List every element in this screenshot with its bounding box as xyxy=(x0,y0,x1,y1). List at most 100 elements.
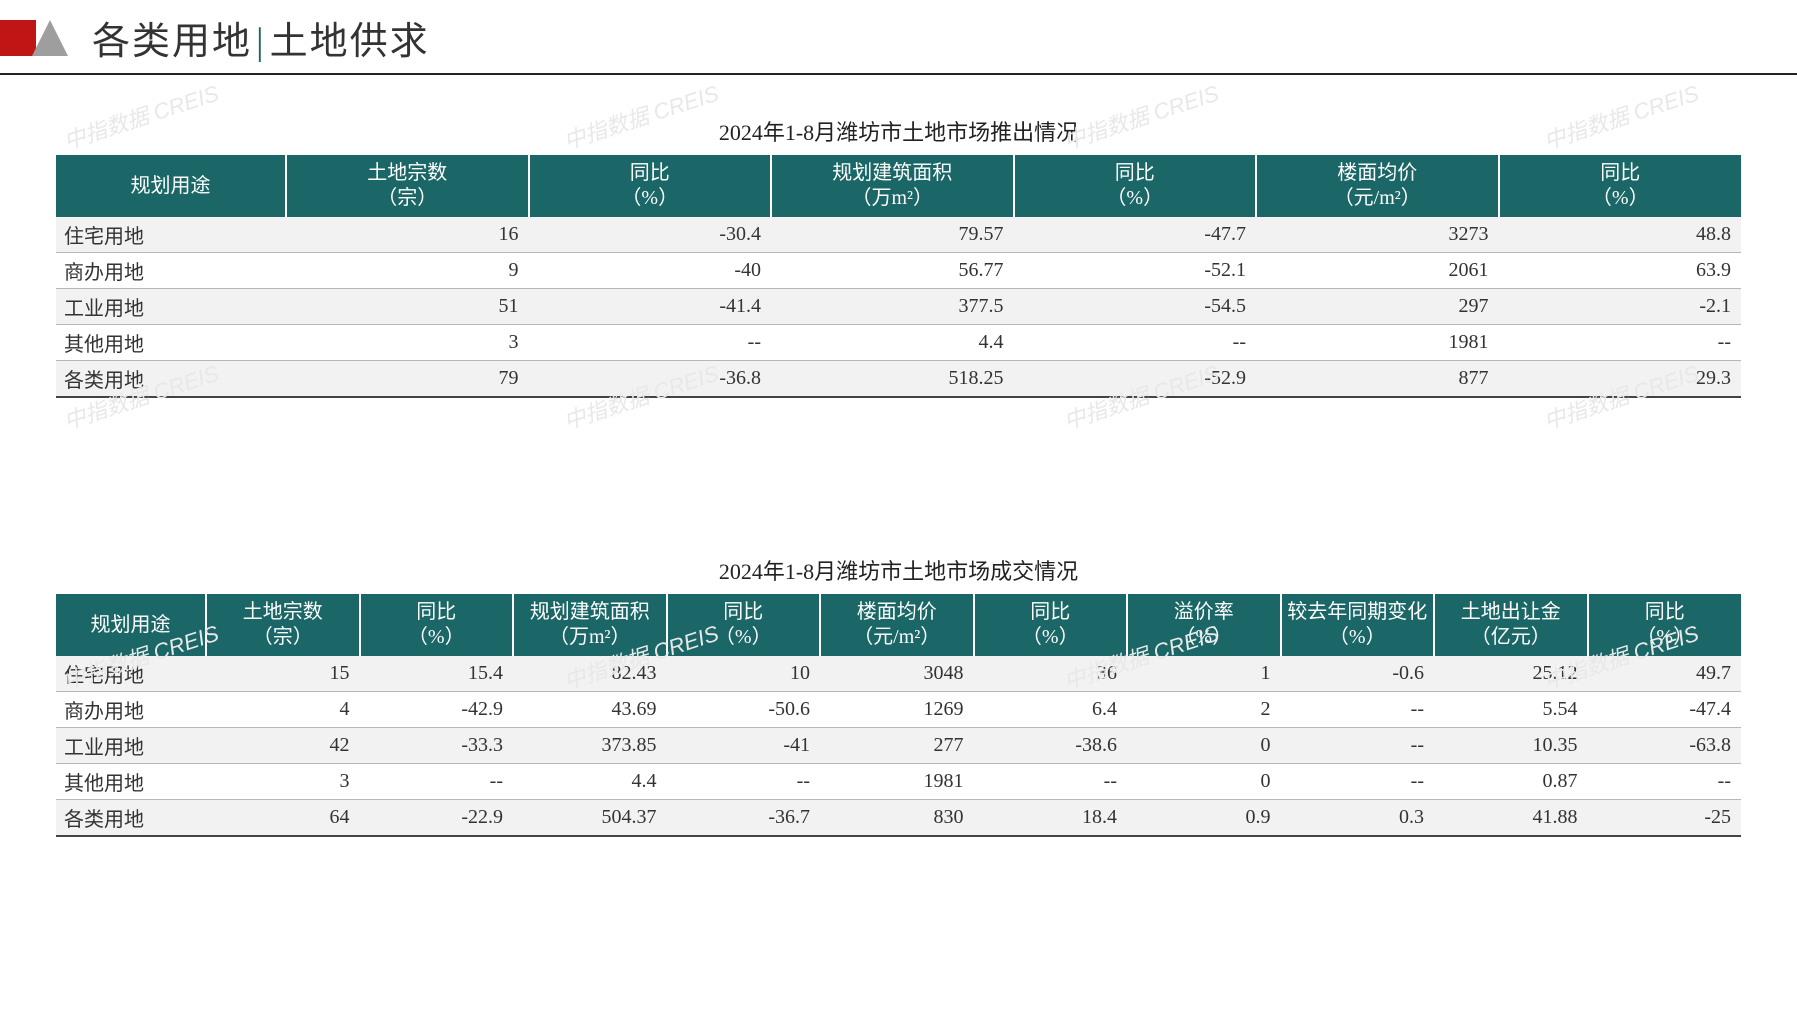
column-header: 土地出让金（亿元） xyxy=(1434,594,1588,656)
table-row: 其他用地3--4.4--1981-- xyxy=(56,325,1741,361)
column-header: 同比（%） xyxy=(1588,594,1742,656)
column-header: 楼面均价（元/m²） xyxy=(820,594,974,656)
supply-table-block: 2024年1-8月潍坊市土地市场推出情况 规划用途土地宗数（宗）同比（%）规划建… xyxy=(56,115,1741,398)
cell-value: 0.3 xyxy=(1281,800,1435,837)
cell-value: -- xyxy=(1281,692,1435,728)
cell-value: -63.8 xyxy=(1588,728,1742,764)
cell-value: -- xyxy=(1014,325,1257,361)
column-header: 规划建筑面积（万m²） xyxy=(513,594,667,656)
row-label: 商办用地 xyxy=(56,692,206,728)
cell-value: 82.43 xyxy=(513,656,667,692)
transaction-table-title: 2024年1-8月潍坊市土地市场成交情况 xyxy=(56,554,1741,586)
cell-value: 56.77 xyxy=(771,253,1014,289)
cell-value: -- xyxy=(1281,728,1435,764)
cell-value: 63.9 xyxy=(1499,253,1742,289)
cell-value: 41.88 xyxy=(1434,800,1588,837)
cell-value: -- xyxy=(1281,764,1435,800)
cell-value: -41.4 xyxy=(529,289,772,325)
cell-value: -47.4 xyxy=(1588,692,1742,728)
cell-value: -22.9 xyxy=(360,800,514,837)
cell-value: 1269 xyxy=(820,692,974,728)
cell-value: 1981 xyxy=(1256,325,1499,361)
table-row: 各类用地79-36.8518.25-52.987729.3 xyxy=(56,361,1741,398)
cell-value: -47.7 xyxy=(1014,217,1257,253)
title-right: 土地供求 xyxy=(270,21,430,63)
page-title: 各类用地|土地供求 xyxy=(92,10,430,65)
cell-value: -25 xyxy=(1588,800,1742,837)
row-label: 工业用地 xyxy=(56,728,206,764)
cell-value: 2 xyxy=(1127,692,1281,728)
cell-value: 277 xyxy=(820,728,974,764)
table-row: 工业用地51-41.4377.5-54.5297-2.1 xyxy=(56,289,1741,325)
row-label: 其他用地 xyxy=(56,325,286,361)
cell-value: 0.9 xyxy=(1127,800,1281,837)
column-header: 规划建筑面积（万m²） xyxy=(771,155,1014,217)
cell-value: -30.4 xyxy=(529,217,772,253)
cell-value: 25.12 xyxy=(1434,656,1588,692)
cell-value: 0 xyxy=(1127,764,1281,800)
cell-value: -36.7 xyxy=(667,800,821,837)
title-separator: | xyxy=(252,21,270,63)
column-header: 同比（%） xyxy=(1499,155,1742,217)
cell-value: 504.37 xyxy=(513,800,667,837)
cell-value: 42 xyxy=(206,728,360,764)
cell-value: 3 xyxy=(286,325,529,361)
cell-value: -33.3 xyxy=(360,728,514,764)
row-label: 商办用地 xyxy=(56,253,286,289)
row-label: 各类用地 xyxy=(56,800,206,837)
column-header: 溢价率（%） xyxy=(1127,594,1281,656)
transaction-table-block: 2024年1-8月潍坊市土地市场成交情况 规划用途土地宗数（宗）同比（%）规划建… xyxy=(56,554,1741,837)
cell-value: -52.9 xyxy=(1014,361,1257,398)
column-header: 规划用途 xyxy=(56,594,206,656)
table-row: 商办用地9-4056.77-52.1206163.9 xyxy=(56,253,1741,289)
cell-value: 3048 xyxy=(820,656,974,692)
column-header: 土地宗数（宗） xyxy=(206,594,360,656)
row-label: 工业用地 xyxy=(56,289,286,325)
column-header: 同比（%） xyxy=(974,594,1128,656)
cell-value: 36 xyxy=(974,656,1128,692)
cell-value: 3273 xyxy=(1256,217,1499,253)
cell-value: 0 xyxy=(1127,728,1281,764)
row-label: 其他用地 xyxy=(56,764,206,800)
column-header: 同比（%） xyxy=(529,155,772,217)
cell-value: 6.4 xyxy=(974,692,1128,728)
cell-value: 16 xyxy=(286,217,529,253)
cell-value: 3 xyxy=(206,764,360,800)
cell-value: 377.5 xyxy=(771,289,1014,325)
logo-icon xyxy=(0,20,68,56)
cell-value: 297 xyxy=(1256,289,1499,325)
cell-value: -42.9 xyxy=(360,692,514,728)
cell-value: 373.85 xyxy=(513,728,667,764)
cell-value: -2.1 xyxy=(1499,289,1742,325)
cell-value: -41 xyxy=(667,728,821,764)
header-divider xyxy=(0,73,1797,75)
cell-value: -- xyxy=(974,764,1128,800)
cell-value: -- xyxy=(1499,325,1742,361)
table-row: 其他用地3--4.4--1981--0--0.87-- xyxy=(56,764,1741,800)
table-row: 商办用地4-42.943.69-50.612696.42--5.54-47.4 xyxy=(56,692,1741,728)
cell-value: 4 xyxy=(206,692,360,728)
cell-value: 15.4 xyxy=(360,656,514,692)
cell-value: 18.4 xyxy=(974,800,1128,837)
cell-value: -- xyxy=(1588,764,1742,800)
row-label: 住宅用地 xyxy=(56,217,286,253)
cell-value: 1 xyxy=(1127,656,1281,692)
cell-value: -52.1 xyxy=(1014,253,1257,289)
column-header: 同比（%） xyxy=(1014,155,1257,217)
cell-value: 5.54 xyxy=(1434,692,1588,728)
cell-value: -0.6 xyxy=(1281,656,1435,692)
column-header: 楼面均价（元/m²） xyxy=(1256,155,1499,217)
cell-value: 10 xyxy=(667,656,821,692)
cell-value: 518.25 xyxy=(771,361,1014,398)
cell-value: -40 xyxy=(529,253,772,289)
column-header: 同比（%） xyxy=(360,594,514,656)
row-label: 住宅用地 xyxy=(56,656,206,692)
table-row: 住宅用地1515.482.43103048361-0.625.1249.7 xyxy=(56,656,1741,692)
cell-value: 0.87 xyxy=(1434,764,1588,800)
cell-value: 4.4 xyxy=(513,764,667,800)
cell-value: 10.35 xyxy=(1434,728,1588,764)
cell-value: 43.69 xyxy=(513,692,667,728)
cell-value: 1981 xyxy=(820,764,974,800)
column-header: 同比（%） xyxy=(667,594,821,656)
cell-value: -36.8 xyxy=(529,361,772,398)
